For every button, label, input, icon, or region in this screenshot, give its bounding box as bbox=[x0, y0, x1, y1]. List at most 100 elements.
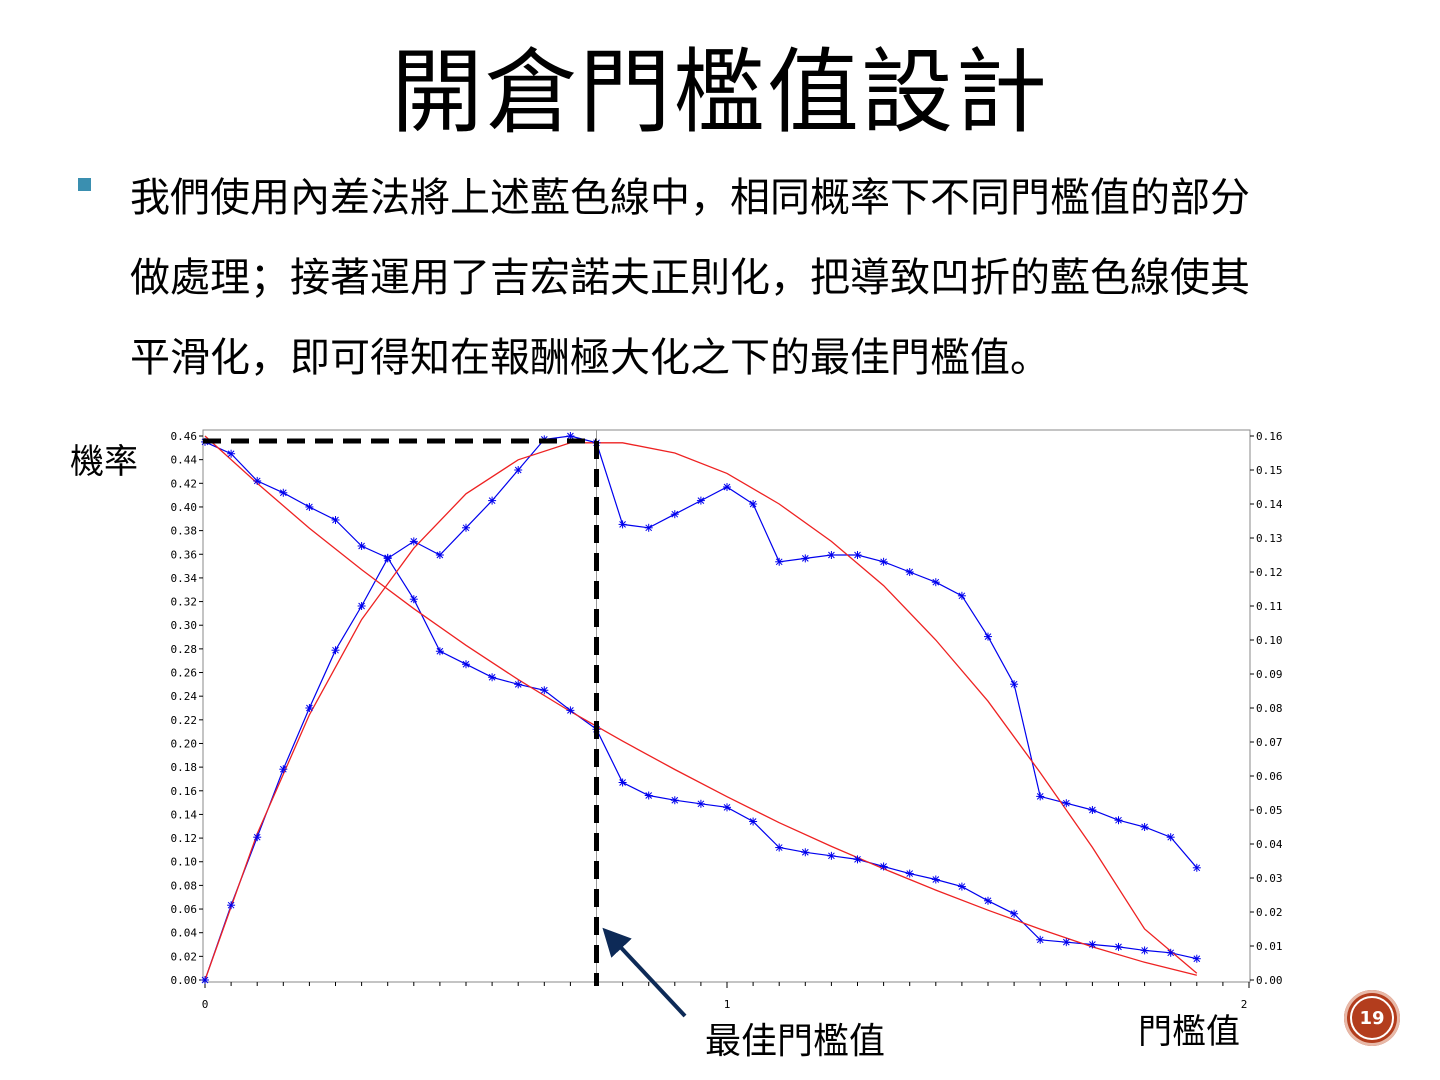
right-tick-label: 0.10 bbox=[1256, 634, 1283, 647]
data-point bbox=[1088, 940, 1097, 949]
right-tick-label: 0.14 bbox=[1256, 498, 1283, 511]
left-tick-label: 0.42 bbox=[171, 477, 198, 490]
data-point bbox=[1036, 792, 1045, 801]
data-point bbox=[305, 502, 314, 511]
left-tick-label: 0.08 bbox=[171, 879, 198, 892]
data-point bbox=[1140, 946, 1149, 955]
data-point bbox=[331, 515, 340, 524]
left-tick-label: 0.22 bbox=[171, 714, 198, 727]
left-tick-label: 0.36 bbox=[171, 548, 198, 561]
right-tick-label: 0.16 bbox=[1256, 430, 1283, 443]
data-point bbox=[279, 488, 288, 497]
data-point bbox=[488, 673, 497, 682]
data-point bbox=[1010, 909, 1019, 918]
left-tick-label: 0.38 bbox=[171, 525, 198, 538]
data-point bbox=[488, 496, 497, 505]
right-tick-label: 0.05 bbox=[1256, 804, 1283, 817]
data-point bbox=[723, 483, 731, 491]
bullet-line-2: 做處理；接著運用了吉宏諾夫正則化，把導致凹折的藍色線使其 bbox=[130, 255, 1250, 301]
data-point bbox=[853, 855, 862, 864]
left-tick-label: 0.04 bbox=[171, 927, 198, 940]
data-point bbox=[853, 551, 862, 559]
data-point bbox=[984, 896, 992, 905]
page-number-badge: 19 bbox=[1344, 990, 1400, 1046]
data-point bbox=[462, 660, 470, 669]
data-point bbox=[1166, 948, 1175, 957]
data-point bbox=[514, 680, 523, 689]
data-point bbox=[670, 796, 679, 805]
left-tick-label: 0.12 bbox=[171, 832, 198, 845]
data-point bbox=[801, 554, 810, 563]
right-tick-label: 0.15 bbox=[1256, 464, 1283, 477]
left-tick-label: 0.16 bbox=[171, 785, 198, 798]
left-tick-label: 0.18 bbox=[171, 761, 198, 774]
data-point bbox=[1192, 954, 1201, 963]
x-tick-label: 1 bbox=[724, 998, 731, 1011]
left-tick-label: 0.44 bbox=[171, 454, 198, 467]
data-point bbox=[1062, 799, 1071, 808]
data-point bbox=[409, 595, 418, 604]
data-point bbox=[227, 901, 236, 910]
data-point bbox=[1166, 833, 1175, 842]
left-tick-label: 0.40 bbox=[171, 501, 198, 514]
data-point bbox=[905, 568, 914, 576]
right-tick-label: 0.08 bbox=[1256, 702, 1283, 715]
raw-series-line-2 bbox=[204, 435, 1198, 981]
smoothed-series-line-3 bbox=[204, 435, 1197, 976]
right-tick-label: 0.11 bbox=[1256, 600, 1283, 613]
data-point bbox=[253, 476, 262, 485]
data-point bbox=[879, 557, 888, 566]
left-tick-label: 0.24 bbox=[171, 690, 198, 703]
annotation-arrow bbox=[602, 927, 687, 1018]
data-point bbox=[1192, 863, 1201, 872]
data-point bbox=[905, 869, 914, 878]
data-point bbox=[331, 646, 340, 655]
data-point bbox=[618, 778, 627, 787]
data-point bbox=[749, 817, 758, 826]
left-tick-label: 0.00 bbox=[171, 974, 198, 987]
data-point bbox=[801, 848, 810, 857]
data-point bbox=[1140, 823, 1149, 831]
data-point bbox=[357, 541, 366, 550]
left-tick-label: 0.34 bbox=[171, 572, 198, 585]
bullet-line-3: 平滑化，即可得知在報酬極大化之下的最佳門檻值。 bbox=[130, 335, 1050, 381]
right-tick-label: 0.13 bbox=[1256, 532, 1283, 545]
data-point bbox=[514, 466, 523, 474]
raw-series-line-1 bbox=[204, 441, 1197, 960]
left-tick-label: 0.06 bbox=[171, 903, 198, 916]
left-tick-label: 0.30 bbox=[171, 619, 198, 632]
right-tick-label: 0.09 bbox=[1256, 668, 1283, 681]
data-point bbox=[409, 537, 418, 546]
data-point bbox=[566, 706, 575, 715]
data-point bbox=[775, 557, 784, 566]
right-tick-label: 0.01 bbox=[1256, 940, 1283, 953]
data-point bbox=[644, 791, 653, 800]
data-point bbox=[305, 704, 314, 712]
page-number: 19 bbox=[1350, 996, 1394, 1040]
x-axis-label: 門檻值 bbox=[1138, 1012, 1240, 1052]
data-point bbox=[383, 554, 392, 563]
right-tick-label: 0.02 bbox=[1256, 906, 1283, 919]
data-point bbox=[462, 523, 470, 532]
data-point bbox=[723, 803, 731, 812]
y-axis-label: 機率 bbox=[70, 442, 138, 482]
x-tick-label: 2 bbox=[1241, 998, 1248, 1011]
data-point bbox=[696, 496, 705, 505]
data-point bbox=[984, 632, 992, 641]
data-point bbox=[201, 976, 209, 984]
data-point bbox=[827, 851, 836, 860]
data-point bbox=[879, 862, 888, 871]
data-point bbox=[931, 875, 940, 884]
data-point bbox=[1088, 806, 1097, 814]
data-point bbox=[435, 551, 444, 559]
left-tick-label: 0.10 bbox=[171, 856, 198, 869]
data-point bbox=[1114, 816, 1123, 825]
data-point bbox=[435, 647, 444, 656]
right-tick-label: 0.06 bbox=[1256, 770, 1283, 783]
bullet-line-1: 我們使用內差法將上述藍色線中，相同概率下不同門檻值的部分 bbox=[130, 175, 1250, 221]
data-point bbox=[279, 765, 288, 774]
plot-frame bbox=[202, 429, 1251, 983]
left-tick-label: 0.02 bbox=[171, 950, 198, 963]
right-tick-label: 0.07 bbox=[1256, 736, 1283, 749]
